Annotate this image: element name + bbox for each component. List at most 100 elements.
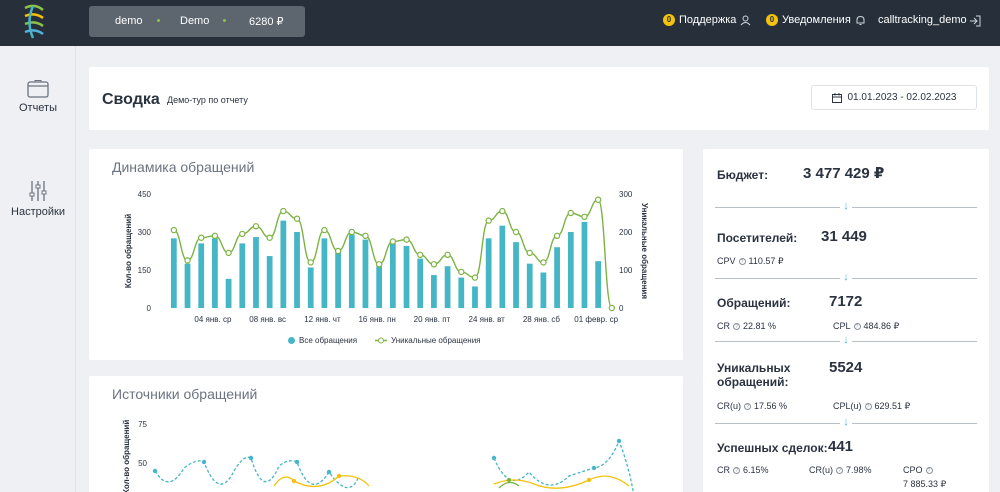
arrow-down-icon: ↓: [840, 417, 852, 429]
dynamics-chart: 0 150 300 450 0 100 200 300 Кол-во обращений Уник…: [124, 190, 649, 324]
help-icon[interactable]: ?: [744, 403, 751, 411]
date-range-picker[interactable]: 01.01.2023 - 02.02.2023: [811, 85, 977, 110]
logout-icon[interactable]: [969, 15, 981, 27]
cpl-value: 484.86 ₽: [863, 321, 900, 331]
line-point: [485, 217, 492, 224]
help-icon[interactable]: ?: [733, 467, 740, 475]
cr-u-label: CR(u): [717, 401, 741, 411]
bar: [335, 251, 341, 308]
bar: [225, 278, 232, 308]
budget-label: Бюджет:: [717, 168, 769, 182]
y2-tick-label: 0: [619, 304, 624, 313]
arrow-down-icon: ↓: [840, 272, 852, 284]
account-balance: 6280 ₽: [249, 16, 284, 28]
bar: [499, 225, 506, 308]
dynamics-card-title: Динамика обращений: [112, 159, 255, 175]
line-point: [540, 259, 547, 266]
y2-tick-label: 300: [619, 190, 633, 199]
legend-label: Уникальные обращения: [391, 336, 481, 345]
sources-point: [491, 455, 497, 461]
sidebar: Отчеты Настройки: [0, 46, 76, 492]
sources-card: Источники обращений 75 50 Кол-во обращен…: [89, 376, 683, 492]
line-point: [280, 207, 287, 215]
help-icon[interactable]: ?: [733, 323, 740, 331]
bar: [280, 220, 287, 308]
sources-series-line: [498, 481, 520, 489]
sources-point: [152, 468, 158, 474]
help-icon[interactable]: ?: [925, 467, 933, 475]
support-link[interactable]: 0 Поддержка: [663, 14, 751, 26]
bar: [170, 238, 177, 308]
arrow-down-icon: ↓: [840, 335, 852, 347]
bar: [444, 266, 451, 308]
bar: [431, 275, 437, 308]
y-axis-label: Кол-во обращений: [124, 214, 133, 288]
cpl-label: CPL: [833, 321, 851, 331]
requests-value: 7172: [829, 293, 863, 310]
bar: [389, 243, 396, 308]
help-icon[interactable]: ?: [853, 323, 861, 331]
x-tick-label: 04 янв. ср: [194, 315, 232, 324]
bar: [581, 221, 588, 308]
notifications-label: Уведомления: [782, 14, 851, 26]
sources-series-line: [154, 456, 360, 489]
sources-point: [506, 477, 512, 483]
legend-all-requests[interactable]: Все обращения: [288, 336, 357, 345]
deals-cr-label: CR: [717, 465, 730, 475]
y-tick-label: 450: [138, 190, 152, 199]
sources-point: [336, 473, 342, 479]
support-label: Поддержка: [679, 14, 737, 26]
x-tick-label: 28 янв. сб: [523, 315, 561, 324]
calltracking-logo-icon[interactable]: [22, 4, 48, 40]
x-tick-label: 08 янв. вс: [249, 315, 286, 324]
bar: [362, 239, 369, 308]
line-point: [389, 238, 397, 245]
help-icon[interactable]: ?: [738, 258, 746, 266]
deals-cr-u-metric: CR(u)? 7.98%: [809, 465, 872, 475]
sidebar-item-label: Настройки: [11, 206, 65, 218]
bar: [595, 261, 602, 308]
sources-point: [291, 478, 297, 484]
sidebar-item-settings[interactable]: Настройки: [0, 180, 76, 218]
x-tick-label: 16 янв. пн: [358, 315, 395, 324]
help-icon[interactable]: ?: [836, 467, 843, 475]
sources-y-label: Кол-во обращений: [122, 420, 131, 492]
unique-value: 5524: [829, 359, 863, 376]
line-point: [239, 230, 246, 238]
cr-label: CR: [717, 321, 730, 331]
support-count-badge: 0: [663, 14, 675, 26]
deals-cr-metric: CR? 6.15%: [717, 465, 769, 475]
cr-metric: CR? 22.81 %: [717, 321, 776, 331]
unique-label-line2: обращений:: [717, 375, 789, 389]
unique-label-line1: Уникальных: [717, 361, 791, 375]
sources-y-tick: 75: [138, 420, 147, 429]
bar: [540, 272, 547, 308]
visitors-value: 31 449: [821, 228, 867, 245]
sidebar-item-reports[interactable]: Отчеты: [0, 80, 76, 114]
legend-unique-requests[interactable]: Уникальные обращения: [375, 336, 481, 345]
notifications-link[interactable]: 0 Уведомления: [766, 14, 866, 26]
line-point: [417, 251, 424, 259]
help-icon[interactable]: ?: [864, 403, 872, 411]
bar: [212, 238, 218, 308]
line-point: [499, 207, 506, 215]
sources-chart: 75 50 Кол-во обращений: [122, 420, 634, 492]
bar: [348, 234, 355, 308]
cpv-value: 110.57 ₽: [748, 256, 784, 266]
x-tick-label: 20 янв. пт: [414, 315, 451, 324]
y2-tick-label: 200: [619, 228, 633, 237]
line-point: [581, 213, 588, 221]
line-point: [375, 261, 383, 268]
sources-point: [586, 477, 592, 483]
separator-dot: [157, 19, 160, 22]
line-point: [471, 274, 479, 281]
cr-value: 22.81 %: [743, 321, 777, 331]
dynamics-card: Динамика обращений 0 150 300 450 0 100 200 300 К…: [89, 149, 683, 360]
cpv-metric: CPV? 110.57 ₽: [717, 256, 784, 267]
line-point: [608, 304, 616, 312]
bar: [458, 277, 465, 308]
user-menu[interactable]: calltracking_demo: [878, 14, 967, 26]
support-user-icon: [741, 15, 751, 25]
account-switcher[interactable]: demo Demo 6280 ₽: [89, 6, 305, 37]
line-point: [184, 257, 191, 264]
